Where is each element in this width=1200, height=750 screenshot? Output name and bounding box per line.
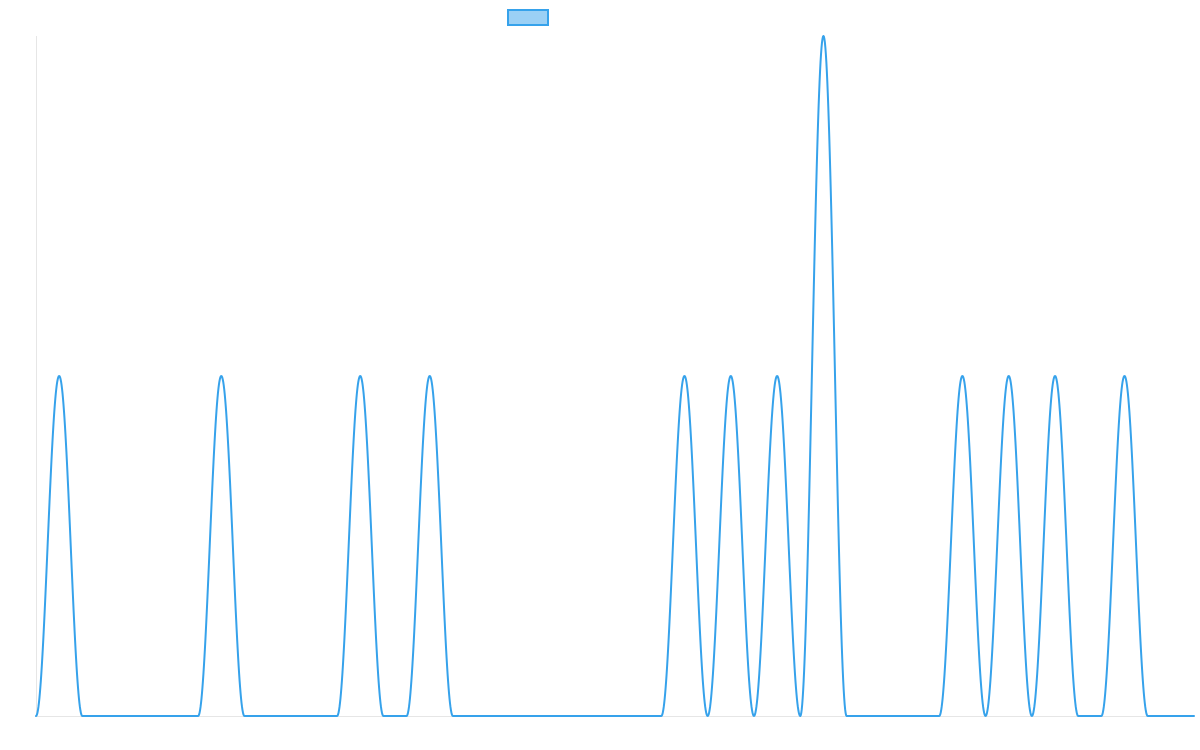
series-line bbox=[35, 35, 1195, 717]
legend-swatch[interactable] bbox=[507, 9, 549, 26]
legend[interactable] bbox=[507, 9, 549, 26]
